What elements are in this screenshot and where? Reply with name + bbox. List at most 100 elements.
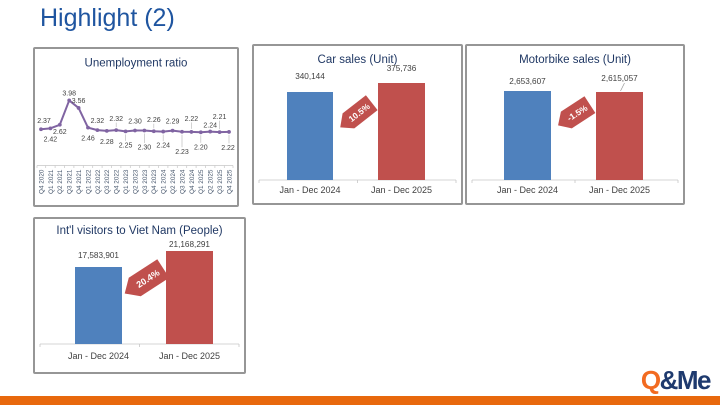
point-value-label: 2.25 <box>119 142 133 149</box>
point-value-label: 2.22 <box>221 145 235 152</box>
point-value-label: 2.29 <box>166 119 180 126</box>
data-point <box>123 129 128 134</box>
x-axis-label: Q4 2025 <box>226 169 233 194</box>
point-value-label: 2.24 <box>203 123 217 130</box>
logo-letter-q: Q <box>640 365 661 395</box>
x-axis-label: Q2 2024 <box>170 169 177 194</box>
x-axis-label: Q1 2021 <box>48 169 55 194</box>
chart-title: Motorbike sales (Unit) <box>519 54 631 66</box>
x-axis-label: Q1 2023 <box>123 169 130 194</box>
data-point <box>104 128 109 133</box>
data-point <box>57 122 62 127</box>
change-tag: -1.5% <box>558 96 596 129</box>
chart-panel-car-sales: Car sales (Unit) 340,144 Jan - Dec 2024 375… <box>252 44 463 205</box>
x-axis-label: Q3 2022 <box>104 169 111 194</box>
bar-value-label: 2,653,607 <box>509 77 546 86</box>
data-point <box>142 128 147 133</box>
unemployment-line-chart: Unemployment ratio 2.37 2.42 2.62 3.98 3.56 2.… <box>35 49 237 205</box>
data-point <box>170 128 175 133</box>
point-value-label: 2.23 <box>175 149 189 156</box>
chart-title: Car sales (Unit) <box>318 54 398 66</box>
data-point <box>67 98 72 103</box>
bar-chart-svg: Int'l visitors to Viet Nam (People) 17,58… <box>39 225 240 361</box>
x-axis-label: Q3 2023 <box>142 169 149 194</box>
data-point <box>189 130 194 134</box>
data-point <box>180 129 184 134</box>
x-axis-label: Q2 2023 <box>132 169 139 194</box>
x-axis-label: Q2 2025 <box>208 169 215 194</box>
intl-visitors-bar-chart: Int'l visitors to Viet Nam (People) 17,58… <box>35 219 244 372</box>
point-value-label: 2.30 <box>138 145 152 152</box>
data-point <box>114 128 119 133</box>
car-sales-bar-chart: Car sales (Unit) 340,144 Jan - Dec 2024 375… <box>254 46 461 203</box>
line-series <box>40 99 230 134</box>
data-point <box>133 128 137 133</box>
bar-chart-svg: Car sales (Unit) 340,144 Jan - Dec 2024 375… <box>258 54 457 195</box>
point-value-label: 2.28 <box>100 139 114 146</box>
data-point <box>95 128 100 133</box>
x-axis-label: Q4 2020 <box>38 169 45 194</box>
data-point <box>151 129 156 134</box>
x-axis-label: Q4 2023 <box>151 169 158 194</box>
bar-cur-year <box>378 83 425 180</box>
x-axis-label: Q1 2025 <box>198 169 205 194</box>
x-axis-label: Q2 2022 <box>95 169 102 194</box>
category-label: Jan - Dec 2024 <box>279 185 340 195</box>
bar-value-label: 340,144 <box>295 72 325 81</box>
point-value-label: 2.24 <box>156 143 170 150</box>
point-value-label: 2.37 <box>37 118 51 125</box>
bar-value-label: 2,615,057 <box>601 74 638 83</box>
x-axis-label: Q4 2022 <box>114 169 121 194</box>
category-label: Jan - Dec 2025 <box>589 185 650 195</box>
point-value-label: 2.32 <box>109 116 123 123</box>
data-point <box>48 126 53 131</box>
change-tag-shape <box>124 259 170 297</box>
chart-panel-motorbike-sales: Motorbike sales (Unit) 2,653,607 Jan - Dec… <box>465 44 685 205</box>
chart-title: Int'l visitors to Viet Nam (People) <box>56 225 222 237</box>
point-value-label: 2.20 <box>194 144 208 151</box>
point-value-label: 3.56 <box>72 98 86 105</box>
point-value-label: 3.98 <box>62 90 76 97</box>
point-value-label: 2.32 <box>91 118 105 125</box>
category-label: Jan - Dec 2024 <box>497 185 558 195</box>
data-point <box>227 130 231 134</box>
bar-chart-svg: Motorbike sales (Unit) 2,653,607 Jan - Dec… <box>471 54 679 195</box>
chart-panel-unemployment: Unemployment ratio 2.37 2.42 2.62 3.98 3.56 2.… <box>33 47 239 207</box>
x-axis-label: Q3 2024 <box>179 169 186 194</box>
chart-title: Unemployment ratio <box>85 58 188 70</box>
point-value-label: 2.42 <box>44 136 58 143</box>
point-value-label: 2.62 <box>53 129 67 136</box>
point-value-label: 2.46 <box>81 136 95 143</box>
bar-prev-year <box>504 91 551 180</box>
bar-value-label: 21,168,291 <box>169 240 210 249</box>
data-point <box>76 106 81 110</box>
point-value-label: 2.22 <box>185 116 199 123</box>
point-value-label: 2.30 <box>128 119 142 126</box>
bar-prev-year <box>75 267 122 344</box>
bottom-accent-bar <box>0 396 720 405</box>
data-point <box>39 127 43 132</box>
x-axis-label: Q4 2024 <box>189 169 196 194</box>
x-axis-label: Q3 2025 <box>217 169 224 194</box>
data-point <box>161 129 166 134</box>
category-label: Jan - Dec 2025 <box>159 351 220 361</box>
category-label: Jan - Dec 2024 <box>68 351 129 361</box>
change-tag-shape <box>558 96 596 129</box>
point-value-label: 2.21 <box>213 114 227 121</box>
qandme-logo: Q&Me <box>640 365 712 395</box>
change-tag: 20.4% <box>124 259 170 297</box>
bar-cur-year <box>596 92 643 180</box>
chart-panel-intl-visitors: Int'l visitors to Viet Nam (People) 17,58… <box>33 217 246 374</box>
page-title: Highlight (2) <box>40 4 175 32</box>
line-chart-svg: Unemployment ratio 2.37 2.422.62 3.983.56 2.… <box>36 58 235 194</box>
bar-value-label: 375,736 <box>387 64 417 73</box>
x-axis-label: Q1 2022 <box>85 169 92 194</box>
data-point <box>208 129 213 134</box>
logo-letters-me: &Me <box>659 365 712 395</box>
change-tag: 10.5% <box>340 95 378 129</box>
category-label: Jan - Dec 2025 <box>371 185 432 195</box>
bar-value-label: 17,583,901 <box>78 251 119 260</box>
point-value-label: 2.26 <box>147 117 161 124</box>
x-axis-label: Q4 2021 <box>76 169 83 194</box>
